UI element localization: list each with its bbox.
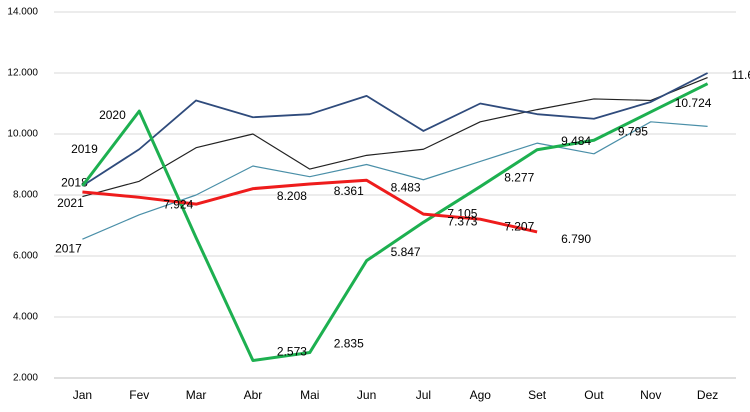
y-tick-label: 12.000 (7, 68, 38, 79)
data-label: 8.208 (277, 189, 307, 203)
x-tick-label: Mai (300, 388, 319, 402)
y-tick-label: 10.000 (7, 129, 38, 140)
data-label: 6.790 (561, 232, 591, 246)
x-tick-label: Ago (470, 388, 492, 402)
x-tick-label: Jul (416, 388, 431, 402)
data-label: 8.483 (391, 180, 421, 194)
series-line (82, 178, 538, 234)
y-tick-label: 8.000 (13, 190, 38, 201)
data-label: 7.924 (163, 197, 193, 211)
y-tick-label: 6.000 (13, 251, 38, 262)
x-tick-label: Fev (129, 388, 149, 402)
data-label: 10.724 (675, 96, 712, 110)
series-line (81, 72, 708, 187)
x-tick-label: Set (528, 388, 547, 402)
x-tick-label: Out (584, 388, 604, 402)
data-label: 9.795 (618, 124, 648, 138)
series-label: 2021 (57, 196, 84, 210)
series-line (82, 121, 708, 240)
series-line (82, 77, 708, 198)
series-label: 2020 (99, 108, 126, 122)
y-tick-label: 4.000 (13, 312, 38, 323)
data-label: 2.835 (334, 337, 364, 351)
y-tick-label: 14.000 (7, 7, 38, 18)
series-line (81, 82, 709, 363)
x-tick-label: Dez (697, 388, 718, 402)
data-label: 8.361 (334, 184, 364, 198)
data-label: 7.207 (504, 219, 534, 233)
data-label: 8.277 (504, 171, 534, 185)
series-label: 2017 (55, 241, 82, 255)
data-label: 9.484 (561, 134, 591, 148)
data-label: 2.573 (277, 345, 307, 359)
x-tick-label: Abr (244, 388, 263, 402)
x-tick-label: Jan (73, 388, 92, 402)
data-label: 7.373 (447, 214, 477, 228)
x-tick-label: Mar (186, 388, 207, 402)
x-tick-label: Jun (357, 388, 376, 402)
series-label: 2018 (61, 176, 88, 190)
x-tick-label: Nov (640, 388, 661, 402)
data-label: 5.847 (391, 245, 421, 259)
y-tick-label: 2.000 (13, 373, 38, 384)
series-label: 2019 (71, 142, 98, 156)
data-label: 11.649 (732, 68, 750, 82)
